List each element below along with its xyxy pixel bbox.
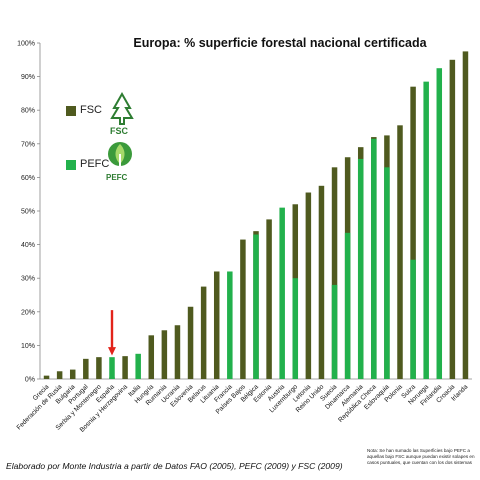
bar-pefc <box>371 138 377 379</box>
bar-fsc <box>148 335 155 379</box>
bar-pefc <box>109 357 115 379</box>
annotation-arrow-head <box>108 347 116 356</box>
bar-pefc <box>331 284 338 379</box>
fsc-logo-icon: FSC <box>110 91 134 136</box>
source-note: Elaborado por Monte Industria a partir d… <box>6 461 343 471</box>
bar-pefc <box>357 158 364 379</box>
y-tick-label: 40% <box>21 242 35 249</box>
bar-pefc <box>423 81 429 379</box>
pefc-logo-icon: PEFC <box>106 142 132 182</box>
bar-fsc <box>449 59 456 380</box>
y-tick-label: 100% <box>17 41 35 48</box>
bar-pefc <box>436 68 443 379</box>
bar-fsc <box>397 125 403 379</box>
bar-fsc <box>187 306 194 379</box>
y-tick-label: 20% <box>21 309 35 316</box>
bar-fsc <box>240 239 246 379</box>
bar-fsc <box>305 192 312 379</box>
bar-fsc <box>174 325 181 379</box>
bar-fsc <box>122 356 128 379</box>
fsc-logo-text: FSC <box>110 126 129 136</box>
bar-fsc <box>161 330 168 379</box>
bar-pefc <box>227 271 233 379</box>
bar-fsc <box>83 358 89 379</box>
y-tick-label: 60% <box>21 175 35 182</box>
y-tick-label: 80% <box>21 108 35 115</box>
bar-pefc <box>410 259 416 379</box>
bar-fsc <box>318 185 325 379</box>
bar-fsc <box>69 369 76 379</box>
bar-fsc <box>43 375 50 379</box>
bars <box>43 51 469 380</box>
y-tick-label: 90% <box>21 74 35 81</box>
annotations <box>108 310 116 356</box>
bar-fsc <box>266 219 272 379</box>
bar-fsc <box>410 86 416 380</box>
legend-label-pefc: PEFC <box>80 158 110 170</box>
y-tick-label: 0% <box>25 377 35 384</box>
bar-pefc <box>253 234 259 379</box>
legend-label-fsc: FSC <box>80 104 102 116</box>
y-tick-label: 10% <box>21 343 35 350</box>
bar-fsc <box>56 371 63 379</box>
bar-fsc <box>331 167 338 379</box>
footnote: Nota: Se han sumado las Superficies bajo… <box>367 448 475 465</box>
bar-fsc <box>462 51 469 380</box>
bar-pefc <box>292 278 299 379</box>
y-tick-label: 30% <box>21 276 35 283</box>
y-tick-label: 70% <box>21 141 35 148</box>
legend-swatch-pefc <box>66 160 76 170</box>
bar-pefc <box>384 167 390 379</box>
y-tick-label: 50% <box>21 209 35 216</box>
chart-title: Europa: % superficie forestal nacional c… <box>133 36 427 50</box>
bar-fsc <box>213 271 220 379</box>
bar-fsc <box>200 286 207 379</box>
pefc-logo-text: PEFC <box>106 173 128 182</box>
legend-swatch-fsc <box>66 106 76 116</box>
bar-pefc <box>279 207 285 379</box>
bar-pefc <box>344 232 351 379</box>
bar-fsc <box>96 357 102 379</box>
bar-pefc <box>135 353 141 379</box>
